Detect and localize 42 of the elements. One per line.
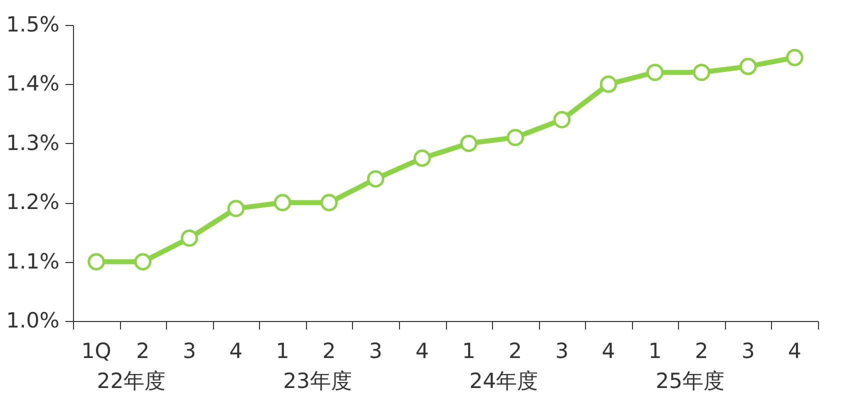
x-tick-label: 3 (555, 339, 569, 363)
point (600, 76, 618, 93)
x-tick-label: 1 (276, 339, 290, 363)
point (646, 64, 664, 82)
point (134, 253, 152, 270)
text: 22年度 (96, 369, 166, 393)
y-tick-label: 1.3% (6, 130, 60, 155)
point (553, 111, 571, 128)
point (692, 64, 710, 82)
point (506, 128, 524, 146)
x-tick-label: 2 (322, 339, 336, 363)
x-tick-label: 1 (648, 339, 662, 363)
text: 24年度 (469, 369, 538, 393)
point (739, 58, 757, 76)
x-tick-label: 4 (602, 339, 616, 363)
x-tick-label: 3 (741, 339, 755, 363)
text: 23年度 (283, 369, 352, 393)
point (274, 194, 292, 212)
x-tick-label: 1Q (81, 339, 112, 363)
x-tick-label: 4 (416, 339, 429, 363)
y-tick-label: 1.4% (6, 72, 60, 96)
y-tick-label: 1.5% (6, 12, 60, 36)
point (180, 229, 198, 247)
point (227, 200, 245, 218)
y-tick-label: 1.2% (6, 190, 60, 214)
point (414, 150, 431, 167)
text: 25年度 (656, 369, 724, 393)
point (366, 170, 384, 188)
x-tick-label: 2 (508, 339, 522, 363)
point (786, 48, 804, 66)
y-tick-label: 1.1% (6, 249, 60, 274)
y-tick-label: 1.0% (6, 308, 60, 332)
x-tick-label: 3 (182, 339, 196, 363)
x-tick-label: 1 (462, 339, 476, 363)
point (88, 253, 105, 270)
point (320, 194, 338, 212)
point (460, 134, 478, 152)
x-tick-label: 4 (229, 339, 243, 363)
x-tick-label: 2 (694, 339, 708, 363)
x-tick-label: 4 (788, 339, 802, 363)
x-tick-label: 2 (136, 339, 150, 363)
x-tick-label: 3 (368, 339, 382, 363)
